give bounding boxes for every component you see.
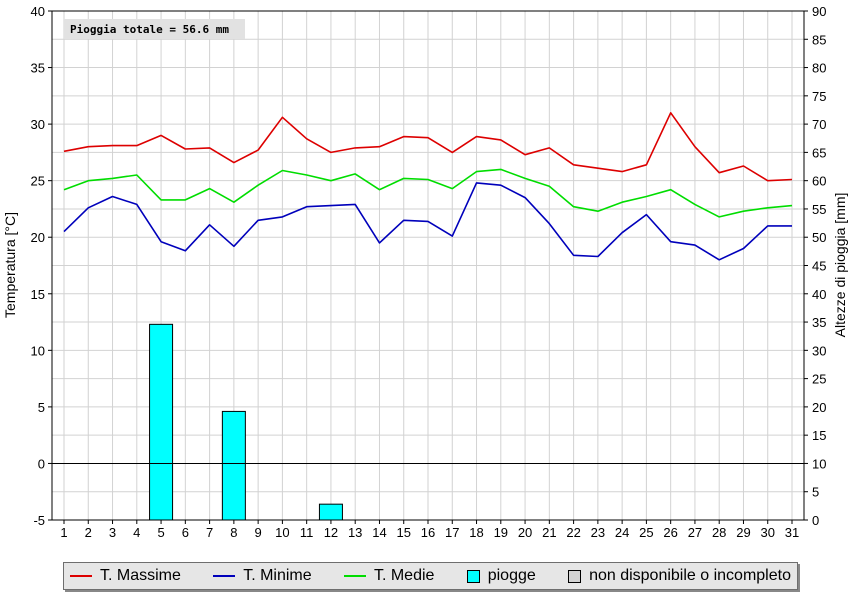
x-tick-label: 2	[85, 525, 92, 540]
y2-tick-label: 65	[812, 145, 826, 160]
y2-tick-label: 5	[812, 485, 819, 500]
x-tick-label: 18	[469, 525, 483, 540]
legend-min-swatch	[213, 575, 236, 577]
y-tick-label: 25	[31, 174, 45, 189]
series-line-t-massime	[63, 112, 793, 182]
total-rain-box	[64, 19, 245, 39]
legend-na-swatch	[568, 569, 582, 583]
legend-item-rain: piogge	[466, 567, 536, 585]
x-tick-label: 24	[615, 525, 629, 540]
legend-item-avg: T. Medie	[343, 567, 435, 585]
y-tick-label: 35	[31, 61, 45, 76]
x-tick-label: 5	[157, 525, 164, 540]
y-tick-label: 10	[31, 343, 45, 358]
y2-tick-label: 40	[812, 287, 826, 302]
y-tick-label: 15	[31, 287, 45, 302]
x-tick-label: 22	[566, 525, 580, 540]
legend-na-label: non disponibile o incompleto	[589, 567, 791, 584]
x-tick-label: 30	[760, 525, 774, 540]
y-axis-title: Temperatura [°C]	[2, 212, 18, 318]
y2-tick-label: 90	[812, 4, 826, 19]
x-tick-label: 11	[300, 525, 314, 540]
x-tick-label: 28	[712, 525, 726, 540]
legend-max-label: T. Massime	[100, 567, 181, 584]
legend-avg-swatch	[343, 575, 366, 577]
y-tick-label: 40	[31, 4, 45, 19]
y-tick-label: 0	[38, 456, 45, 471]
y2-tick-label: 15	[812, 428, 826, 443]
y2-tick-label: 10	[812, 456, 826, 471]
y2-tick-label: 60	[812, 174, 826, 189]
y2-tick-label: 80	[812, 61, 826, 76]
y-tick-label: 20	[31, 230, 45, 245]
x-tick-label: 17	[445, 525, 459, 540]
x-tick-label: 26	[663, 525, 677, 540]
y2-tick-label: 0	[812, 513, 819, 528]
series-line-t-minime	[63, 182, 792, 261]
x-tick-label: 25	[639, 525, 653, 540]
y-tick-label: -5	[33, 513, 45, 528]
legend-avg-label: T. Medie	[373, 567, 435, 584]
grid	[52, 10, 804, 521]
y2-tick-label: 25	[812, 372, 826, 387]
legend-rain-swatch	[466, 569, 480, 583]
y2-tick-label: 55	[812, 202, 826, 217]
x-tick-label: 15	[396, 525, 410, 540]
y-tick-label: 30	[31, 117, 45, 132]
x-tick-label: 19	[494, 525, 508, 540]
series-line-t-medie	[63, 168, 793, 218]
y2-tick-label: 70	[812, 117, 826, 132]
x-tick-label: 3	[109, 525, 116, 540]
x-tick-label: 29	[736, 525, 750, 540]
legend-max-swatch	[70, 575, 92, 577]
x-tick-label: 16	[421, 525, 435, 540]
legend-item-max: T. Massime	[70, 567, 181, 585]
y2-tick-label: 45	[812, 259, 826, 274]
y2-tick-label: 85	[812, 32, 826, 47]
y2-tick-label: 20	[812, 400, 826, 415]
y2-tick-label: 30	[812, 343, 826, 358]
y2-tick-label: 50	[812, 230, 826, 245]
rain-bars	[149, 323, 343, 521]
legend-item-min: T. Minime	[213, 567, 312, 585]
x-tick-label: 27	[688, 525, 702, 540]
x-tick-label: 14	[372, 525, 386, 540]
x-tick-label: 6	[182, 525, 189, 540]
y2-tick-label: 75	[812, 89, 826, 104]
x-tick-label: 23	[591, 525, 605, 540]
x-tick-label: 12	[324, 525, 338, 540]
legend-min-label: T. Minime	[243, 567, 312, 584]
x-tick-label: 21	[542, 525, 556, 540]
x-tick-label: 4	[133, 525, 140, 540]
y2-axis-title: Altezze di pioggia [mm]	[832, 193, 848, 338]
legend-item-na: non disponibile o incompleto	[568, 567, 791, 585]
x-tick-label: 13	[348, 525, 362, 540]
tick-labels: 051015202530354045505560657075808590-505…	[31, 4, 827, 540]
legend: T. Massime T. Minime T. Medie piogge non…	[63, 562, 798, 590]
temperature-lines	[63, 112, 793, 261]
x-tick-label: 1	[60, 525, 67, 540]
y-tick-label: 5	[38, 400, 45, 415]
x-tick-label: 7	[206, 525, 213, 540]
legend-rain-label: piogge	[487, 567, 536, 584]
y2-tick-label: 35	[812, 315, 826, 330]
rain-bar	[221, 410, 246, 521]
rain-bar	[318, 503, 343, 521]
x-tick-label: 9	[255, 525, 262, 540]
x-tick-label: 31	[785, 525, 799, 540]
total-rain-label: Pioggia totale = 56.6 mm	[70, 23, 229, 36]
x-tick-label: 20	[518, 525, 532, 540]
x-tick-label: 8	[230, 525, 237, 540]
x-tick-label: 10	[275, 525, 289, 540]
rain-bar	[149, 323, 174, 521]
